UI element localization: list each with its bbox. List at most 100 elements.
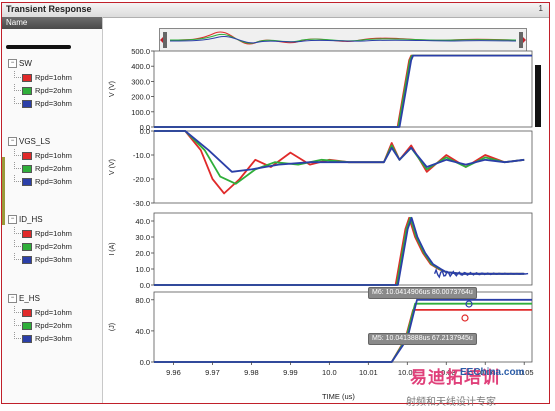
x-tick-label: 10.05: [515, 368, 534, 377]
color-swatch: [22, 178, 32, 187]
legend-group-id-hs[interactable]: − ID_HS: [8, 215, 43, 225]
x-tick-label: 10.0: [322, 368, 337, 377]
y-tick-label: 0.0: [140, 127, 150, 136]
color-swatch: [22, 243, 32, 252]
legend-item[interactable]: Rpd=1ohm: [22, 308, 72, 318]
legend-item-label: Rpd=2ohm: [35, 164, 72, 173]
tree-connector: [14, 149, 23, 156]
title-bar: Transient Response 1: [2, 3, 549, 18]
y-tick-label: 40.0: [135, 327, 150, 336]
legend-item-label: Rpd=2ohm: [35, 242, 72, 251]
overview-trace-blue: [169, 36, 517, 44]
y-tick-label: 0.0: [140, 281, 150, 290]
y-tick-label: -10.0: [133, 151, 150, 160]
tree-connector: [14, 97, 23, 104]
y-tick-label: 0.0: [140, 123, 150, 132]
legend-item[interactable]: Rpd=1ohm: [22, 229, 72, 239]
name-filter-bar[interactable]: [6, 45, 71, 49]
legend-item[interactable]: Rpd=2ohm: [22, 86, 72, 96]
legend-item[interactable]: Rpd=2ohm: [22, 242, 72, 252]
legend-group-label: VGS_LS: [19, 137, 51, 146]
legend-header-label: Name: [6, 18, 28, 27]
pane-frame: [153, 50, 533, 128]
legend-item-label: Rpd=2ohm: [35, 321, 72, 330]
legend-item-label: Rpd=3ohm: [35, 334, 72, 343]
legend-item-label: Rpd=1ohm: [35, 229, 72, 238]
overview-right-handle: [519, 32, 523, 48]
x-axis-title: TIME (us): [322, 392, 355, 401]
pane-frame: [153, 130, 533, 204]
pane-frame: [153, 291, 533, 363]
x-tick-label: 10.02: [398, 368, 417, 377]
pane-vgs-ls[interactable]: 0.0 -10.0 -20.0 -30.0 V (V): [109, 127, 533, 208]
overview-waveform: [160, 31, 526, 48]
collapse-icon[interactable]: −: [8, 294, 17, 304]
legend-item[interactable]: Rpd=3ohm: [22, 177, 72, 187]
series-line-3: [154, 216, 525, 286]
y-tick-label: 30.0: [135, 233, 150, 242]
legend-group-e-hs[interactable]: − E_HS: [8, 294, 40, 304]
legend-item[interactable]: Rpd=2ohm: [22, 164, 72, 174]
legend-panel: Name − SW Rpd=1ohm Rpd=2ohm Rpd=3ohm − VGS_LS R…: [2, 17, 103, 403]
legend-item[interactable]: Rpd=3ohm: [22, 334, 72, 344]
legend-item-label: Rpd=3ohm: [35, 255, 72, 264]
legend-item[interactable]: Rpd=3ohm: [22, 99, 72, 109]
y-tick-label: 300.0: [131, 77, 150, 86]
legend-group-label: SW: [19, 59, 32, 68]
color-swatch: [22, 309, 32, 318]
marker-m5-point[interactable]: [461, 314, 469, 322]
overview-right-arrow: [523, 37, 526, 43]
legend-item[interactable]: Rpd=3ohm: [22, 255, 72, 265]
collapse-icon[interactable]: −: [8, 59, 17, 69]
color-swatch: [22, 74, 32, 83]
y-tick-label: 40.0: [135, 217, 150, 226]
tree-connector: [14, 319, 23, 326]
marker-m5-label[interactable]: M5: 10.0413888us 67.2137945u: [368, 333, 477, 345]
color-swatch: [22, 322, 32, 331]
marker-m6-label[interactable]: M6: 10.0414906us 80.0073764u: [368, 287, 477, 299]
tree-connector: [14, 240, 23, 247]
pane-e-hs[interactable]: 80.0 40.0 0.0 (J): [109, 291, 533, 367]
legend-group-label: ID_HS: [19, 215, 43, 224]
color-swatch: [22, 87, 32, 96]
legend-group-sw[interactable]: − SW: [8, 59, 32, 69]
x-tick-label: 9.97: [205, 368, 220, 377]
ringing-trace: [433, 267, 529, 279]
marker-m6-point[interactable]: [465, 300, 473, 308]
collapse-icon[interactable]: −: [8, 215, 17, 225]
pane-id-hs[interactable]: 40.0 30.0 20.0 10.0 0.0 I (A): [109, 212, 533, 290]
legend-group-vgs-ls[interactable]: − VGS_LS: [8, 137, 51, 147]
transient-window: Transient Response 1 Name − SW Rpd=1ohm Rpd…: [1, 2, 550, 408]
tree-connector: [14, 227, 23, 234]
y-tick-label: 20.0: [135, 249, 150, 258]
x-tick-label: 9.99: [283, 368, 298, 377]
overview-trace-green: [169, 33, 517, 44]
vertical-scrollbar-thumb[interactable]: [535, 65, 541, 127]
legend-item-label: Rpd=3ohm: [35, 99, 72, 108]
tree-connector: [14, 71, 23, 78]
color-swatch: [22, 335, 32, 344]
watermark-site: EEChina.com: [460, 367, 525, 378]
legend-item[interactable]: Rpd=1ohm: [22, 73, 72, 83]
overview-left-arrow: [160, 37, 163, 43]
legend-header: Name: [2, 17, 102, 29]
y-axis-unit: (J): [109, 323, 116, 331]
legend-item[interactable]: Rpd=1ohm: [22, 151, 72, 161]
legend-item-label: Rpd=3ohm: [35, 177, 72, 186]
y-axis-unit: I (A): [109, 242, 116, 255]
watermark-cn-title: 易迪拓培训: [410, 368, 500, 387]
y-axis-unit: V (V): [109, 159, 116, 175]
window-title: Transient Response: [6, 4, 92, 14]
y-tick-label: 0.0: [140, 358, 150, 367]
color-swatch: [22, 230, 32, 239]
y-tick-label: -30.0: [133, 199, 150, 208]
pane-sw[interactable]: 500.0 400.0 300.0 200.0 100.0 0.0 V (V): [109, 47, 533, 132]
y-tick-label: 100.0: [131, 108, 150, 117]
legend-item-label: Rpd=2ohm: [35, 86, 72, 95]
series-line-3: [154, 130, 525, 173]
collapse-icon[interactable]: −: [8, 137, 17, 147]
color-swatch: [22, 152, 32, 161]
color-swatch: [22, 165, 32, 174]
legend-item[interactable]: Rpd=2ohm: [22, 321, 72, 331]
y-tick-label: 200.0: [131, 93, 150, 102]
